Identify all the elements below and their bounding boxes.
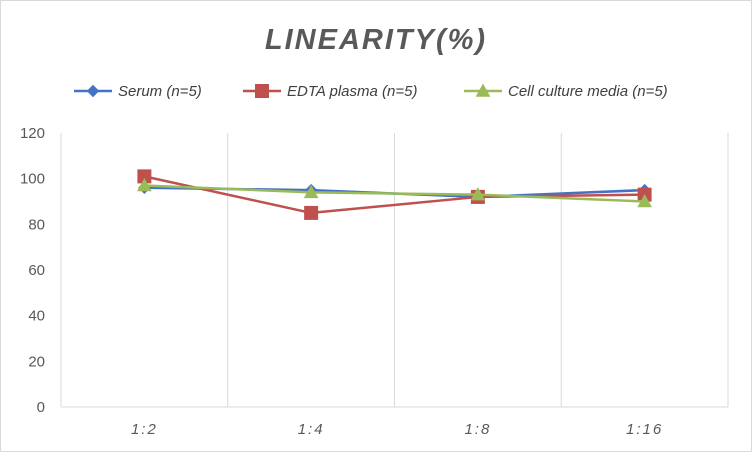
data-point <box>86 84 100 98</box>
x-tick-label: 1:8 <box>464 421 491 438</box>
legend-label: Serum (n=5) <box>118 83 202 100</box>
series-line <box>144 184 645 203</box>
y-tick-label: 120 <box>20 125 45 142</box>
legend-item: Cell culture media (n=5) <box>464 83 668 100</box>
y-tick-label: 0 <box>37 399 45 416</box>
y-tick-label: 20 <box>28 353 45 370</box>
y-tick-label: 100 <box>20 171 45 188</box>
plot-area: 0 20 40 60 80 100 120 1:2 1:4 1:8 1:16 <box>20 125 729 438</box>
chart-title: LINEARITY(%) <box>265 24 487 56</box>
data-point <box>470 187 486 201</box>
x-tick-label: 1:2 <box>131 421 158 438</box>
legend-label: EDTA plasma (n=5) <box>287 83 417 100</box>
data-point <box>303 184 319 199</box>
legend-item: EDTA plasma (n=5) <box>243 83 417 100</box>
data-point <box>137 177 152 192</box>
legend: Serum (n=5) EDTA plasma (n=5) Cell culture… <box>74 83 668 100</box>
series-group <box>137 177 652 208</box>
x-tick-label: 1:16 <box>626 421 663 438</box>
data-point <box>475 83 491 97</box>
y-tick-label: 40 <box>28 308 45 325</box>
series-line <box>144 175 645 215</box>
y-tick-label: 80 <box>28 216 45 233</box>
legend-item: Serum (n=5) <box>74 83 202 100</box>
y-tick-label: 60 <box>28 262 45 279</box>
legend-label: Cell culture media (n=5) <box>508 83 668 100</box>
data-point <box>637 193 652 208</box>
data-point <box>255 84 269 98</box>
data-point <box>304 205 319 220</box>
x-tick-label: 1:4 <box>298 421 325 438</box>
